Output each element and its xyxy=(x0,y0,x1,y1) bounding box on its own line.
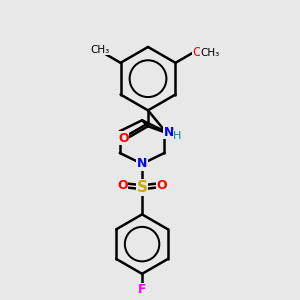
Text: O: O xyxy=(117,179,128,192)
Text: F: F xyxy=(138,283,146,296)
Text: H: H xyxy=(173,131,182,141)
Text: O: O xyxy=(193,46,202,59)
Text: N: N xyxy=(164,125,174,139)
Text: S: S xyxy=(136,180,148,195)
Text: N: N xyxy=(137,158,147,170)
Text: CH₃: CH₃ xyxy=(201,48,220,58)
Text: O: O xyxy=(157,179,167,192)
Text: O: O xyxy=(118,132,128,145)
Text: CH₃: CH₃ xyxy=(90,45,109,55)
